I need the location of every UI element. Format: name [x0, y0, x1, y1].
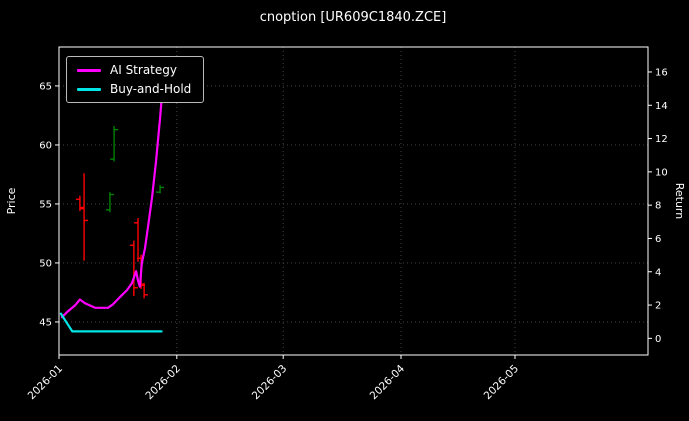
price-tick-label: 55	[39, 199, 52, 210]
plot-frame	[58, 46, 649, 356]
date-tick-label: 2026-04	[368, 362, 408, 402]
series-line-buy-and-hold	[59, 312, 163, 333]
return-tick-label: 6	[655, 234, 661, 245]
return-tick-label: 2	[655, 301, 661, 312]
return-tick-label: 4	[655, 267, 661, 278]
return-tick-label: 16	[655, 67, 668, 78]
price-axis-label: Price	[5, 187, 18, 214]
date-tick-label: 2026-05	[482, 363, 522, 403]
buy-and-hold-line-swatch	[77, 87, 101, 91]
series-line-ai-strategy	[60, 80, 165, 319]
price-tick-label: 60	[39, 140, 52, 151]
price-tick-label: 65	[39, 81, 52, 92]
return-tick-label: 14	[655, 101, 668, 112]
date-tick-label: 2026-01	[26, 363, 66, 403]
return-tick-label: 0	[655, 334, 661, 345]
price-tick-label: 45	[39, 317, 52, 328]
legend-label-ai-strategy: AI Strategy	[110, 63, 177, 77]
price-tick-label: 50	[39, 258, 52, 269]
legend-label-buy-and-hold: Buy-and-Hold	[110, 82, 192, 96]
ai-strategy-line-swatch	[77, 68, 101, 72]
date-tick-label: 2026-02	[143, 363, 183, 403]
return-tick-label: 8	[655, 201, 661, 212]
return-tick-label: 10	[655, 167, 668, 178]
date-tick-label: 2026-03	[250, 363, 290, 403]
legend: AI Strategy Buy-and-Hold	[66, 56, 205, 103]
legend-item-buy-and-hold: Buy-and-Hold	[77, 83, 191, 95]
return-axis-label: Return	[673, 183, 686, 220]
return-tick-label: 12	[655, 134, 668, 145]
chart-title: cnoption [UR609C1840.ZCE]	[260, 10, 447, 25]
legend-item-ai-strategy: AI Strategy	[77, 64, 191, 76]
